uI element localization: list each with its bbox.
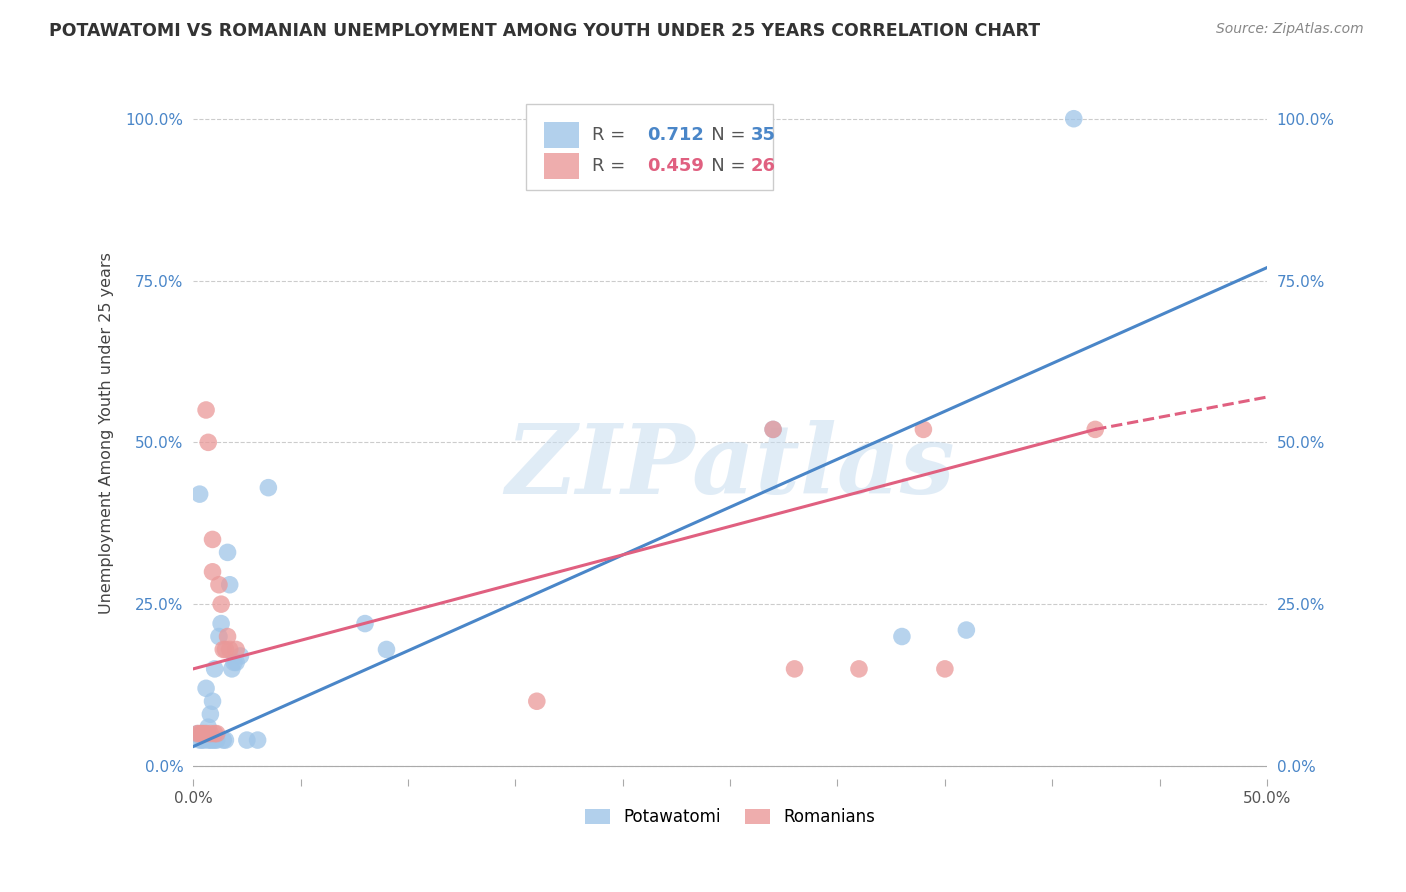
Point: [354, 616, 377, 631]
Point: [221, 662, 243, 676]
Point: [186, 726, 208, 740]
Point: [762, 422, 785, 436]
Point: [200, 733, 222, 747]
Y-axis label: Unemployment Among Youth under 25 years: Unemployment Among Youth under 25 years: [100, 252, 114, 614]
Point: [191, 726, 214, 740]
Point: [214, 733, 236, 747]
Point: [195, 681, 218, 696]
Point: [201, 694, 224, 708]
Point: [188, 487, 211, 501]
Point: [208, 578, 231, 592]
Point: [205, 733, 228, 747]
Text: Source: ZipAtlas.com: Source: ZipAtlas.com: [1216, 22, 1364, 37]
Point: [197, 435, 219, 450]
Text: POTAWATOMI VS ROMANIAN UNEMPLOYMENT AMONG YOUTH UNDER 25 YEARS CORRELATION CHART: POTAWATOMI VS ROMANIAN UNEMPLOYMENT AMON…: [49, 22, 1040, 40]
Point: [222, 656, 245, 670]
Point: [762, 422, 785, 436]
Text: R =: R =: [592, 157, 630, 175]
Point: [200, 726, 222, 740]
Point: [217, 630, 239, 644]
FancyBboxPatch shape: [544, 121, 579, 148]
Point: [204, 662, 226, 676]
Point: [201, 533, 224, 547]
Text: 0.459: 0.459: [647, 157, 704, 175]
Text: N =: N =: [693, 126, 751, 144]
Point: [191, 733, 214, 747]
Point: [201, 565, 224, 579]
FancyBboxPatch shape: [526, 103, 773, 190]
Point: [229, 648, 252, 663]
Point: [848, 662, 870, 676]
Point: [188, 726, 211, 740]
Point: [217, 545, 239, 559]
Point: [1063, 112, 1085, 126]
Point: [783, 662, 806, 676]
Point: [205, 726, 228, 740]
Point: [195, 726, 218, 740]
Point: [526, 694, 548, 708]
Point: [201, 733, 224, 747]
Point: [209, 597, 232, 611]
Point: [257, 481, 280, 495]
Point: [204, 726, 226, 740]
FancyBboxPatch shape: [544, 153, 579, 179]
Point: [197, 720, 219, 734]
Text: 35: 35: [751, 126, 776, 144]
Point: [186, 726, 208, 740]
Point: [955, 623, 977, 637]
Point: [1084, 422, 1107, 436]
Point: [218, 642, 240, 657]
Text: R =: R =: [592, 126, 630, 144]
Point: [195, 726, 218, 740]
Text: 26: 26: [751, 157, 776, 175]
Point: [208, 630, 231, 644]
Point: [188, 733, 211, 747]
Point: [934, 662, 956, 676]
Point: [212, 642, 235, 657]
Point: [195, 403, 218, 417]
Point: [193, 726, 215, 740]
Point: [200, 707, 222, 722]
Text: 0.712: 0.712: [647, 126, 704, 144]
Point: [193, 733, 215, 747]
Point: [225, 642, 247, 657]
Point: [218, 578, 240, 592]
Point: [212, 733, 235, 747]
Point: [912, 422, 935, 436]
Point: [246, 733, 269, 747]
Point: [375, 642, 398, 657]
Text: ZIPatlas: ZIPatlas: [505, 420, 955, 515]
Point: [890, 630, 912, 644]
Point: [214, 642, 236, 657]
Point: [209, 616, 232, 631]
Point: [197, 733, 219, 747]
Text: N =: N =: [693, 157, 751, 175]
Point: [225, 656, 247, 670]
Point: [236, 733, 259, 747]
Legend: Potawatomi, Romanians: Potawatomi, Romanians: [578, 802, 883, 833]
Point: [204, 733, 226, 747]
